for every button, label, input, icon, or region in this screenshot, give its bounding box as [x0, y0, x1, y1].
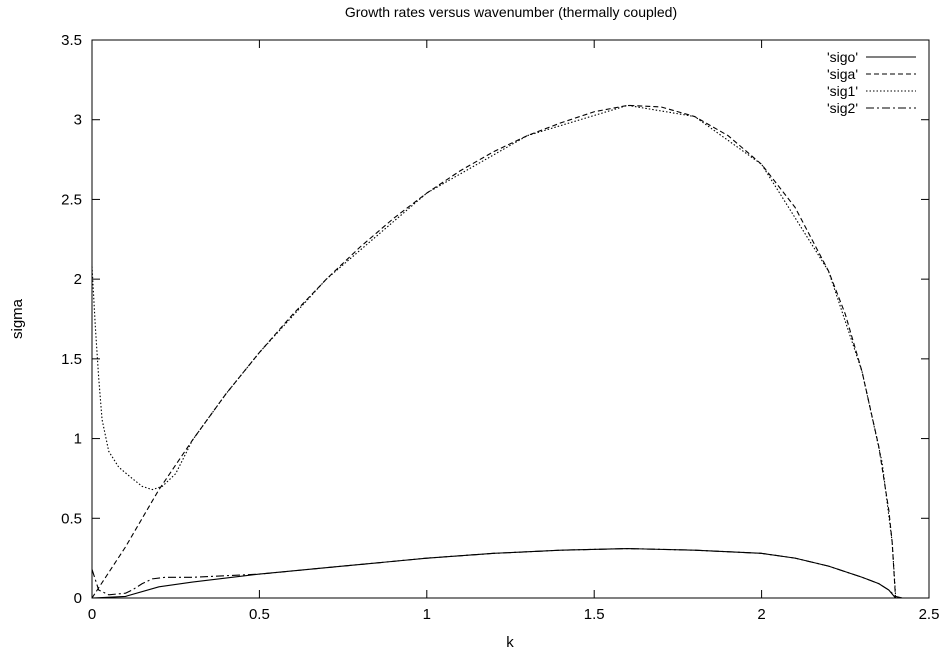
plot-frame: [91, 39, 930, 599]
legend-label-4: 'sig2': [827, 100, 858, 116]
legend: 'sigo''siga''sig1''sig2': [827, 49, 916, 116]
legend-label-1: 'sigo': [827, 49, 858, 65]
x-tick-labels: 0 0.5 1 1.5 2 2.5: [88, 606, 940, 623]
x-axis-label: k: [506, 634, 514, 651]
x-tick-label: 0.5: [249, 606, 270, 623]
x-tick-label: 2: [757, 606, 765, 623]
y-tick-label: 0: [74, 590, 82, 607]
y-tick-label: 3.5: [61, 32, 82, 49]
y-tick-labels: 0 0.5 1 1.5 2 2.5 3 3.5: [61, 32, 82, 607]
x-tick-label: 1.5: [584, 606, 605, 623]
axis-ticks: [91, 39, 930, 599]
y-tick-label: 0.5: [61, 510, 82, 527]
chart-title: Growth rates versus wavenumber (thermall…: [345, 4, 677, 20]
series-line-3: [91, 104, 897, 595]
series-line-2: [91, 104, 897, 599]
series-line-4: [91, 548, 903, 599]
x-tick-label: 1: [423, 606, 431, 623]
legend-label-3: 'sig1': [827, 83, 858, 99]
x-tick-label: 2.5: [919, 606, 940, 623]
x-tick-label: 0: [88, 606, 96, 623]
y-tick-label: 1: [74, 431, 82, 448]
y-tick-label: 2.5: [61, 191, 82, 208]
y-tick-label: 3: [74, 112, 82, 129]
series-line-1: [91, 548, 896, 599]
y-tick-label: 1.5: [61, 351, 82, 368]
legend-label-2: 'siga': [827, 66, 858, 82]
series-layer: [91, 104, 903, 599]
y-tick-label: 2: [74, 271, 82, 288]
y-axis-label: sigma: [9, 298, 26, 339]
